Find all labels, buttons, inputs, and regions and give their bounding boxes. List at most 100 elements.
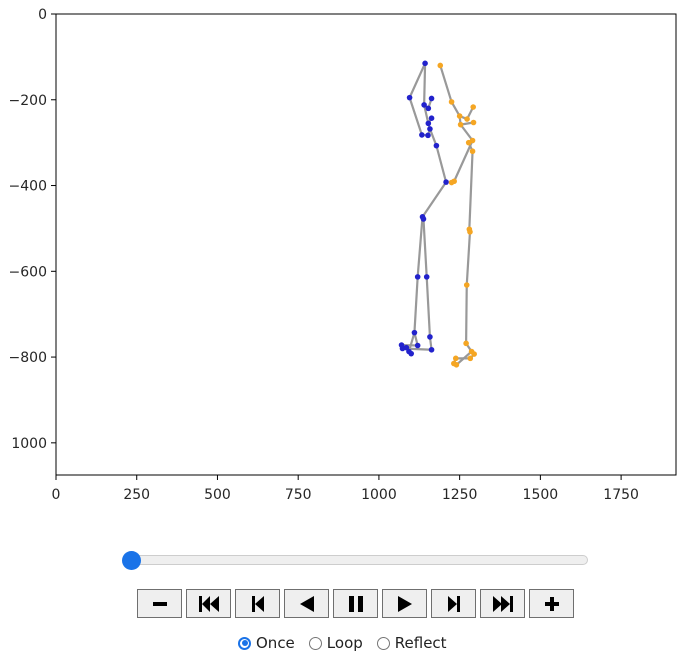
keypoint-0-6 — [425, 120, 432, 127]
keypoint-0-10 — [433, 142, 440, 149]
keypoint-0-1 — [406, 94, 413, 101]
reverse-icon — [299, 595, 314, 612]
bone-0-16 — [413, 275, 419, 334]
keypoint-0-19 — [414, 342, 421, 349]
keypoint-0-3 — [421, 102, 427, 108]
keypoint-0-16 — [411, 329, 418, 336]
bone-1-6 — [459, 123, 474, 142]
plot-area — [55, 13, 677, 476]
keypoint-1-6 — [457, 121, 464, 128]
keypoints — [398, 60, 477, 368]
keypoint-0-5 — [428, 115, 435, 122]
skip-to-start-icon — [198, 595, 219, 612]
bone-0-12 — [421, 181, 448, 218]
keypoint-0-8 — [419, 132, 425, 138]
x-tick-label: 1500 — [523, 487, 559, 503]
mode-loop[interactable]: Loop — [308, 634, 363, 652]
pose-plot: 0 250 500 750 1000 1250 1500 1750 0 −200 −400 −600… — [9, 7, 677, 503]
keypoint-1-11 — [448, 179, 455, 186]
keypoint-0-4 — [425, 105, 432, 112]
keypoint-0-7 — [427, 126, 433, 132]
keypoint-1-4 — [464, 116, 470, 122]
mode-reflect-label: Reflect — [394, 634, 447, 652]
step-forward-icon — [447, 595, 460, 612]
y-tick-label: −200 — [9, 93, 47, 109]
keypoint-0-0 — [422, 60, 428, 67]
keypoint-0-22 — [428, 346, 435, 353]
keypoint-0-11 — [443, 179, 449, 185]
x-tick-label: 0 — [52, 487, 61, 503]
bone-0-14 — [416, 215, 424, 278]
x-axis: 0 250 500 750 1000 1250 1500 1750 — [52, 475, 639, 503]
x-tick-label: 1250 — [442, 487, 478, 503]
x-tick-label: 1750 — [603, 487, 639, 503]
bone-1-13 — [465, 230, 472, 287]
y-axis: 0 −200 −400 −600 −800 1000 — [9, 7, 56, 452]
mode-loop-label: Loop — [326, 634, 363, 652]
x-tick-label: 750 — [285, 487, 312, 503]
first-frame-button[interactable] — [186, 589, 231, 618]
mode-loop-radio[interactable] — [308, 636, 322, 650]
keypoint-1-0 — [437, 62, 444, 69]
keypoint-1-8 — [465, 139, 472, 146]
keypoint-0-2 — [428, 95, 435, 102]
step-back-icon — [251, 595, 264, 612]
last-frame-button[interactable] — [480, 589, 525, 618]
mode-once-label: Once — [256, 634, 295, 652]
keypoint-1-19 — [452, 355, 459, 362]
bone-0-2 — [423, 62, 427, 107]
keypoint-1-18 — [467, 355, 474, 362]
x-tick-label: 500 — [204, 487, 231, 503]
keypoint-0-24 — [408, 350, 415, 357]
mode-once[interactable]: Once — [238, 634, 295, 652]
keypoint-0-9 — [425, 132, 431, 139]
loop-mode-group: Once Loop Reflect — [238, 634, 447, 652]
y-tick-label: 0 — [38, 7, 47, 23]
frame-slider-thumb[interactable] — [122, 551, 141, 570]
minus-icon — [152, 601, 167, 606]
bone-0-11 — [435, 144, 448, 184]
play-button[interactable] — [382, 589, 427, 618]
pause-button[interactable] — [333, 589, 378, 618]
x-tick-label: 250 — [123, 487, 150, 503]
next-frame-button[interactable] — [431, 589, 476, 618]
keypoint-0-14 — [414, 274, 421, 280]
keypoint-0-21 — [399, 345, 406, 352]
mode-once-radio[interactable] — [238, 636, 251, 650]
keypoint-0-15 — [423, 274, 430, 280]
keypoint-0-17 — [427, 334, 433, 340]
keypoint-1-17 — [471, 351, 477, 357]
bone-0-0 — [408, 62, 427, 99]
pause-icon — [348, 595, 363, 612]
decrease-speed-button[interactable] — [137, 589, 182, 618]
increase-speed-button[interactable] — [529, 589, 574, 618]
previous-frame-button[interactable] — [235, 589, 280, 618]
play-icon — [397, 595, 412, 612]
bone-0-1 — [408, 96, 423, 137]
bone-0-15 — [422, 217, 428, 278]
bone-1-14 — [465, 283, 468, 345]
play-reverse-button[interactable] — [284, 589, 329, 618]
bone-1-0 — [439, 64, 453, 104]
bone-1-21 — [455, 350, 473, 366]
keypoint-1-2 — [470, 104, 477, 110]
keypoint-1-14 — [463, 282, 470, 288]
keypoint-0-13 — [420, 216, 427, 222]
keypoint-1-15 — [463, 340, 469, 347]
frame-slider-track[interactable] — [125, 555, 588, 565]
keypoint-1-13 — [467, 229, 473, 235]
y-tick-label: −600 — [9, 264, 47, 280]
bone-1-11 — [468, 150, 474, 231]
keypoint-1-5 — [470, 119, 477, 126]
mode-reflect[interactable]: Reflect — [376, 634, 447, 652]
playback-controls — [137, 589, 574, 618]
keypoint-1-3 — [456, 113, 463, 119]
bone-0-17 — [425, 275, 432, 339]
plus-icon — [544, 596, 559, 611]
bone-1-9 — [453, 139, 474, 183]
x-tick-label: 1000 — [361, 487, 397, 503]
y-tick-label: 1000 — [11, 436, 47, 452]
keypoint-1-21 — [453, 361, 460, 368]
keypoint-1-1 — [448, 99, 455, 105]
mode-reflect-radio[interactable] — [376, 636, 390, 650]
